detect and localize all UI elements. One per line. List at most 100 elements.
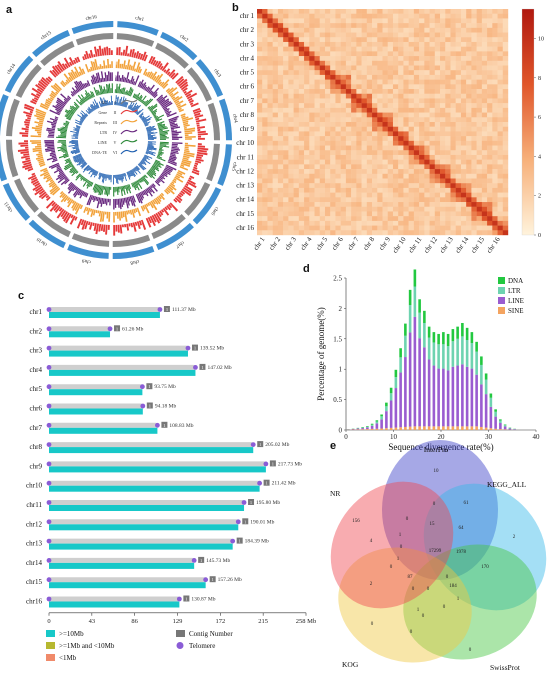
heatmap-cell: [324, 74, 331, 80]
stacked-bar-segment: [475, 426, 478, 430]
heatmap-cell: [455, 9, 462, 14]
telomere-mark: [176, 596, 182, 602]
heatmap-cell: [361, 154, 368, 160]
track-bar: [139, 162, 143, 165]
stacked-bar-segment: [404, 323, 407, 336]
heatmap-cell: [257, 9, 263, 14]
stacked-bar-segment: [484, 373, 488, 380]
track-bar: [92, 101, 98, 110]
heatmap-cell: [335, 60, 341, 66]
heatmap-cell: [330, 206, 336, 212]
heatmap-cell: [314, 122, 320, 127]
heatmap-cell: [377, 136, 383, 142]
heatmap-cell: [277, 79, 284, 85]
heatmap-cell: [283, 154, 289, 160]
track-bar: [67, 95, 72, 100]
heatmap-cell: [455, 117, 462, 123]
heatmap-cell: [293, 103, 300, 109]
chromosome-band: [218, 98, 232, 141]
heatmap-cell: [319, 216, 326, 222]
heatmap-cell: [319, 202, 326, 207]
heatmap-cell: [298, 41, 305, 47]
heatmap-cell: [429, 126, 435, 132]
track-bar: [57, 61, 66, 71]
heatmap-cell: [466, 178, 472, 184]
heatmap-cell: [324, 89, 331, 94]
track-bar: [70, 71, 76, 80]
track-bar: [86, 180, 91, 187]
track-bar: [37, 123, 43, 127]
heatmap-cell: [298, 65, 305, 71]
heatmap-cell: [455, 27, 462, 33]
colorbar-tick-label: 6: [538, 115, 541, 121]
track-bar: [32, 184, 42, 191]
heatmap-cell: [293, 126, 300, 132]
heatmap-cell: [392, 159, 399, 165]
heatmap-cell: [392, 37, 399, 43]
track-bar: [135, 62, 141, 73]
track-bar: [65, 120, 70, 124]
track-bar: [141, 176, 149, 186]
heatmap-cell: [476, 216, 483, 222]
track-bar: [70, 93, 74, 97]
telomere-mark: [46, 403, 52, 409]
heatmap-cell: [481, 103, 488, 109]
heatmap-cell: [502, 131, 509, 137]
heatmap-cell: [413, 122, 420, 127]
heatmap-cell: [298, 178, 305, 184]
track-bar: [132, 93, 136, 98]
contig-bar-main: [49, 466, 266, 473]
heatmap-cell: [492, 112, 498, 118]
heatmap-cell: [450, 103, 456, 109]
heatmap-cell: [398, 150, 404, 156]
track-bar: [107, 84, 110, 94]
heatmap-col-label: chr 14: [454, 235, 471, 254]
heatmap-cell: [387, 126, 394, 132]
heatmap-cell: [460, 117, 467, 123]
heatmap-cell: [476, 41, 483, 47]
track-bar: [183, 151, 195, 156]
heatmap-cell: [403, 169, 409, 174]
track-bar: [114, 186, 116, 193]
heatmap-cell: [319, 74, 326, 80]
track-bar: [140, 205, 145, 212]
contig-number-box: [198, 556, 205, 563]
heatmap-cell: [497, 112, 503, 118]
heatmap-cell: [319, 98, 326, 104]
track-bar: [137, 66, 141, 73]
heatmap-cell: [277, 60, 284, 66]
heatmap-cell: [288, 169, 294, 174]
track-bar: [147, 143, 156, 145]
track-bar: [122, 49, 126, 56]
heatmap-cell: [497, 169, 503, 174]
heatmap-cell: [440, 27, 446, 33]
heatmap-cell: [434, 107, 441, 113]
heatmap-cell: [455, 178, 462, 184]
track-bar: [147, 145, 155, 148]
track-bar: [126, 184, 129, 191]
heatmap-cell: [351, 192, 357, 198]
track-bar: [140, 161, 144, 165]
track-bar: [158, 152, 163, 155]
stacked-bar-segment: [465, 340, 469, 367]
track-bar: [82, 179, 89, 187]
track-bar: [62, 126, 68, 129]
track-bar: [38, 160, 45, 164]
heatmap-cell: [492, 173, 498, 179]
track-bar: [156, 155, 163, 159]
track-bar: [146, 87, 151, 93]
track-bar: [84, 178, 88, 182]
track-bar: [147, 132, 158, 135]
heatmap-cell: [366, 84, 373, 90]
heatmap-cell: [324, 65, 331, 71]
colorbar-tick-label: 8: [538, 76, 541, 82]
heatmap-cell: [345, 225, 352, 231]
heatmap-cell: [277, 126, 284, 132]
track-bar: [33, 97, 39, 101]
heatmap-cell: [497, 103, 503, 109]
track-bar: [107, 71, 110, 82]
heatmap-cell: [487, 74, 493, 80]
heatmap-cell: [455, 98, 462, 104]
track-bar: [91, 169, 95, 173]
track-bar: [184, 132, 193, 135]
